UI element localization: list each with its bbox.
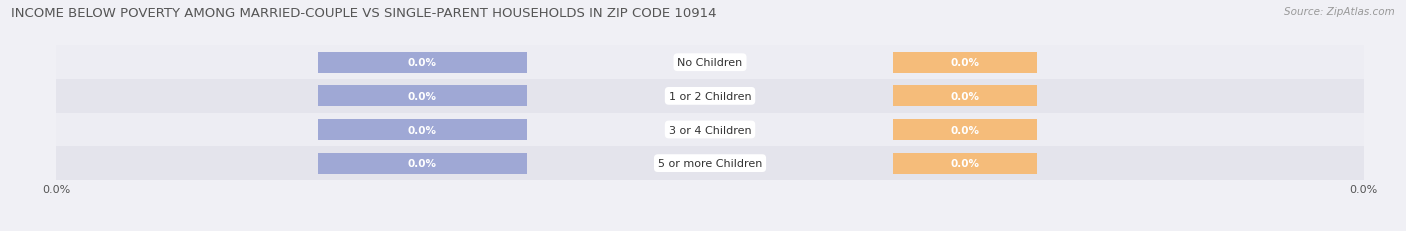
Text: 0.0%: 0.0% bbox=[408, 125, 437, 135]
Text: 3 or 4 Children: 3 or 4 Children bbox=[669, 125, 751, 135]
Text: No Children: No Children bbox=[678, 58, 742, 68]
Text: 0.0%: 0.0% bbox=[950, 125, 980, 135]
Text: INCOME BELOW POVERTY AMONG MARRIED-COUPLE VS SINGLE-PARENT HOUSEHOLDS IN ZIP COD: INCOME BELOW POVERTY AMONG MARRIED-COUPL… bbox=[11, 7, 717, 20]
Bar bbox=[56, 113, 1364, 147]
Bar bbox=[56, 147, 1364, 180]
Bar bbox=[893, 153, 1038, 174]
Text: 0.0%: 0.0% bbox=[950, 158, 980, 168]
Bar bbox=[56, 80, 1364, 113]
Bar bbox=[893, 120, 1038, 140]
Text: 0.0%: 0.0% bbox=[950, 91, 980, 101]
Text: 0.0%: 0.0% bbox=[408, 58, 437, 68]
Bar bbox=[56, 46, 1364, 80]
Bar bbox=[318, 153, 527, 174]
Text: 1 or 2 Children: 1 or 2 Children bbox=[669, 91, 751, 101]
Text: Source: ZipAtlas.com: Source: ZipAtlas.com bbox=[1284, 7, 1395, 17]
Bar bbox=[893, 86, 1038, 107]
Bar bbox=[893, 53, 1038, 73]
Bar bbox=[318, 120, 527, 140]
Bar bbox=[318, 86, 527, 107]
Text: 0.0%: 0.0% bbox=[408, 91, 437, 101]
Bar bbox=[318, 53, 527, 73]
Text: 0.0%: 0.0% bbox=[408, 158, 437, 168]
Text: 0.0%: 0.0% bbox=[950, 58, 980, 68]
Text: 5 or more Children: 5 or more Children bbox=[658, 158, 762, 168]
